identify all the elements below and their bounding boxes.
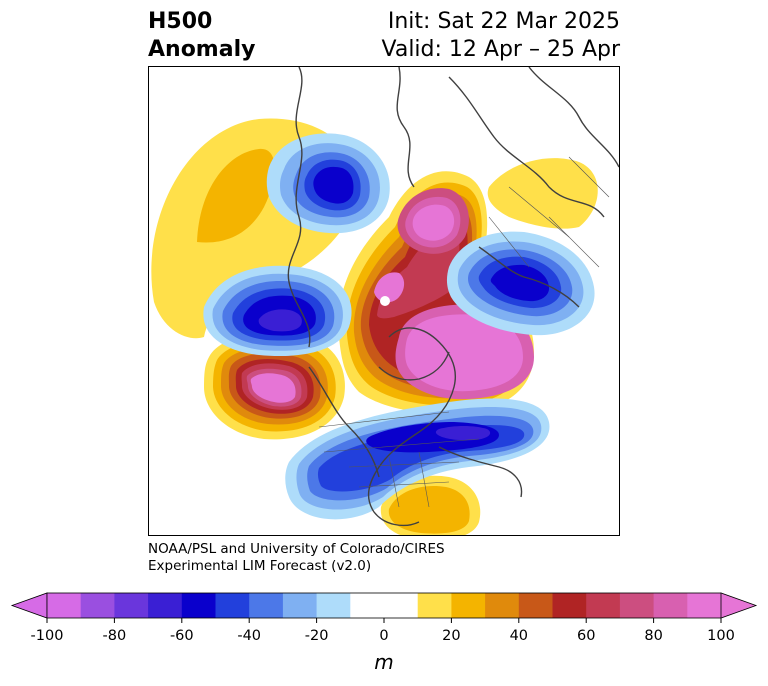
colorbar-extend-low xyxy=(10,592,48,619)
country-borders xyxy=(318,156,610,508)
colorbar-segment xyxy=(215,593,250,618)
colorbar-tick-label: -40 xyxy=(237,628,261,644)
credit-text: NOAA/PSL and University of Colorado/CIRE… xyxy=(148,541,445,575)
land-outlines xyxy=(287,67,619,527)
colorbar-tick-label: -80 xyxy=(103,628,127,644)
credit-line1: NOAA/PSL and University of Colorado/CIRE… xyxy=(148,541,445,557)
colorbar-segment xyxy=(417,593,452,618)
map-title: H500 Anomaly xyxy=(148,8,255,64)
colorbar-segment xyxy=(80,593,115,618)
colorbar-segment xyxy=(485,593,520,618)
anomaly-map xyxy=(148,66,620,536)
credit-line2: Experimental LIM Forecast (v2.0) xyxy=(148,558,372,574)
colorbar-segment xyxy=(653,593,688,618)
colorbar-segment xyxy=(148,593,183,618)
anomaly-trough-europe xyxy=(446,231,595,336)
colorbar-tick-label: 60 xyxy=(577,628,595,644)
forecast-dates: Init: Sat 22 Mar 2025 Valid: 12 Apr – 25… xyxy=(382,8,621,64)
colorbar: -100 -80 -60 -40 -20 0 20 40 60 80 100 m xyxy=(10,592,758,674)
colorbar-segment xyxy=(282,593,318,618)
colorbar-tick-label: 20 xyxy=(442,628,460,644)
anomaly-ridge-siberia xyxy=(487,158,598,229)
anomaly-ridge-gulf-coast xyxy=(380,475,481,535)
anomaly-ridge-gulf-of-alaska xyxy=(204,333,345,440)
colorbar-segment xyxy=(687,593,722,618)
colorbar-segment xyxy=(249,593,284,618)
map-title-line1: H500 xyxy=(148,9,213,34)
colorbar-tick-label: 100 xyxy=(707,628,735,644)
north-pole-marker xyxy=(380,296,390,306)
colorbar-segment xyxy=(552,593,587,618)
colorbar-unit-label: m xyxy=(374,650,393,674)
colorbar-segment xyxy=(350,593,419,618)
colorbar-segment xyxy=(181,593,216,618)
colorbar-segment xyxy=(586,593,621,618)
colorbar-extend-high xyxy=(720,592,758,619)
init-date: Init: Sat 22 Mar 2025 xyxy=(387,9,620,34)
colorbar-segment xyxy=(518,593,553,618)
colorbar-segment xyxy=(451,593,486,618)
colorbar-tick-label: 80 xyxy=(644,628,662,644)
colorbar-segment xyxy=(114,593,149,618)
anomaly-trough-east-asia xyxy=(266,133,390,234)
anomaly-trough-north-pacific xyxy=(203,265,352,357)
valid-dates: Valid: 12 Apr – 25 Apr xyxy=(381,37,621,62)
colorbar-tick-label: -100 xyxy=(31,628,64,644)
colorbar-tick-label: 40 xyxy=(510,628,528,644)
colorbar-tick-label: 0 xyxy=(379,628,388,644)
colorbar-tick-label: -20 xyxy=(305,628,329,644)
colorbar-tick-label: -60 xyxy=(170,628,194,644)
map-title-line2: Anomaly xyxy=(148,37,256,62)
colorbar-segment xyxy=(316,593,351,618)
colorbar-segment xyxy=(47,593,82,618)
colorbar-segment xyxy=(619,593,655,618)
